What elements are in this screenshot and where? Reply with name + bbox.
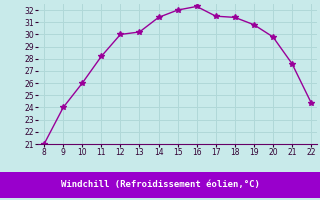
Text: Windchill (Refroidissement éolien,°C): Windchill (Refroidissement éolien,°C)	[60, 180, 260, 190]
